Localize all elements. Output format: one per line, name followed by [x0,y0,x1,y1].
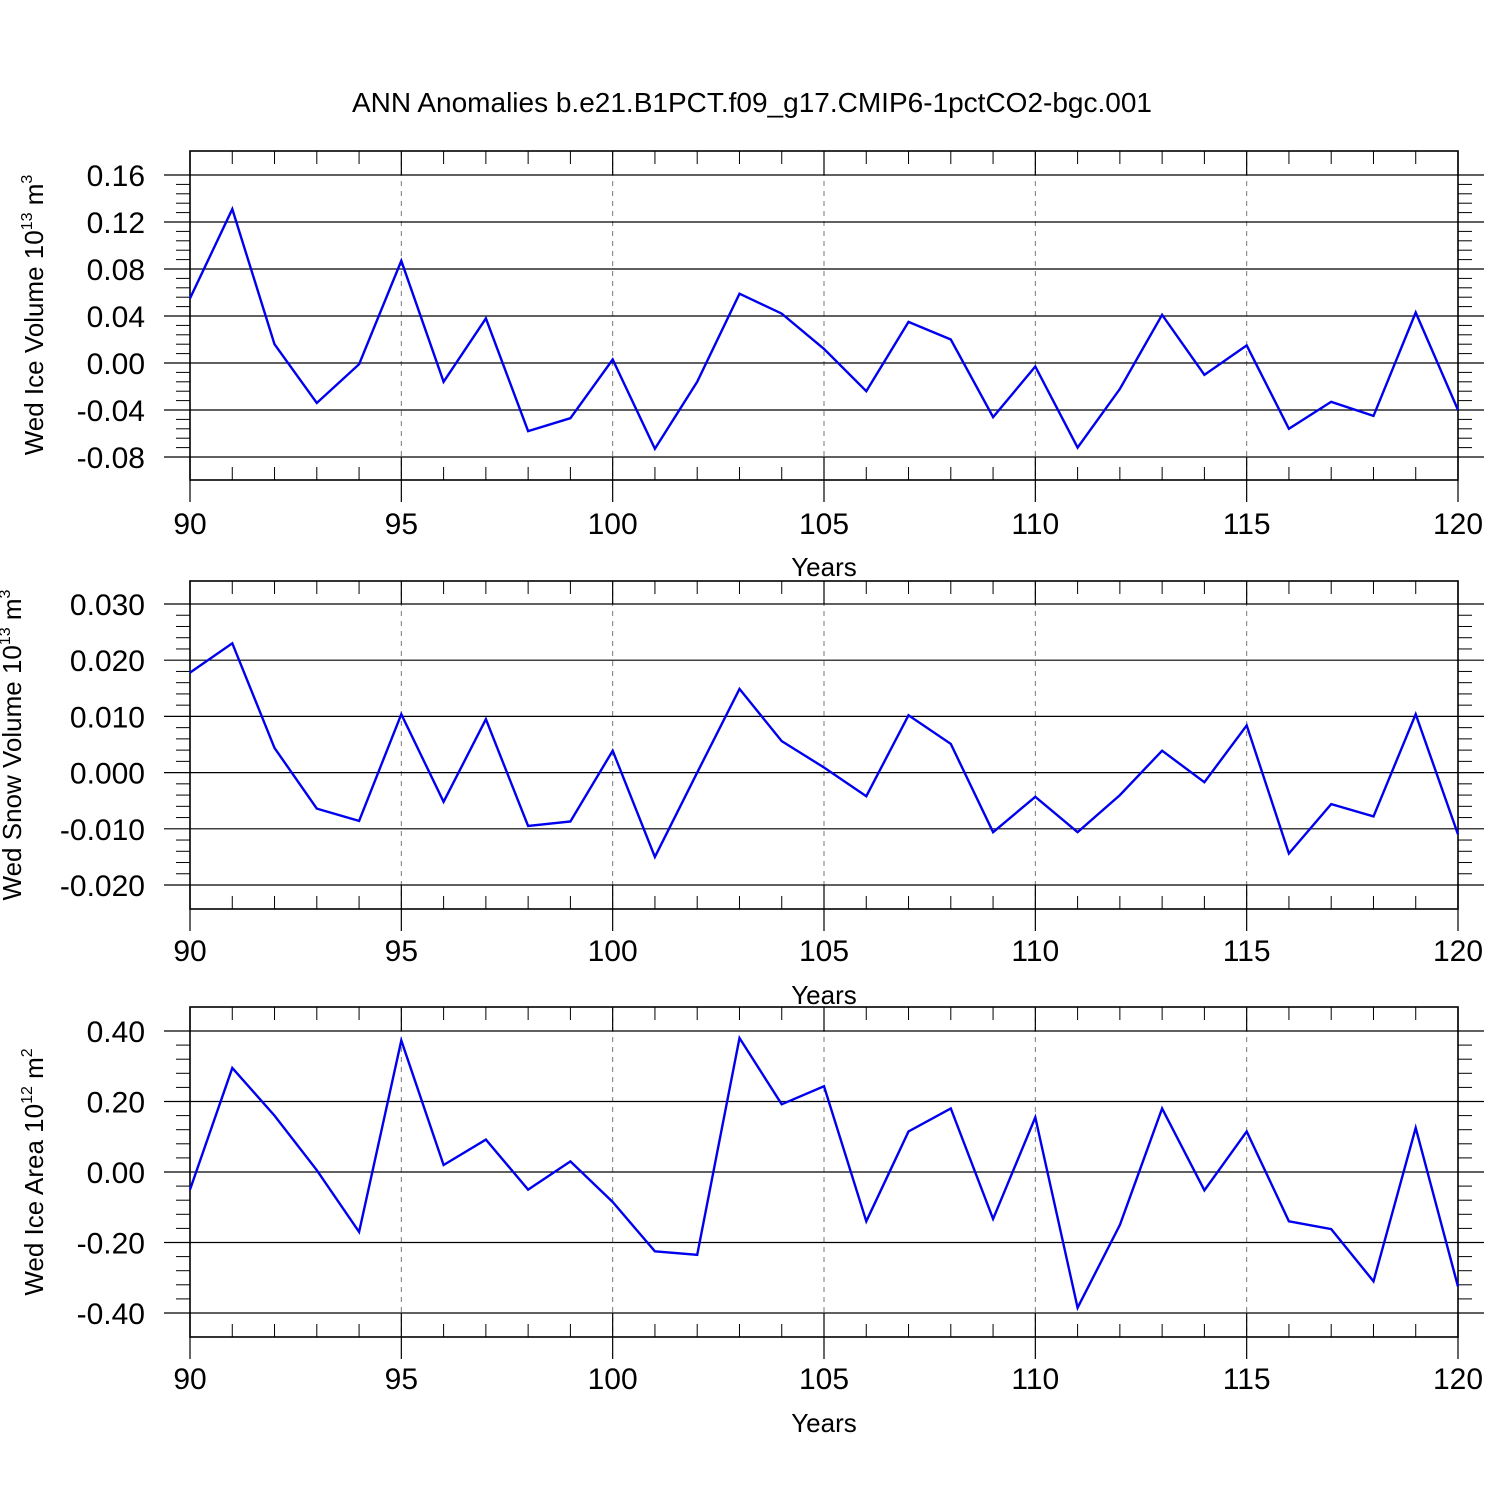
x-tick-label: 105 [799,935,849,968]
y-axis-label: Wed Ice Volume 1013 m3 [19,175,49,456]
x-axis-label: Years [791,980,857,1010]
y-tick-label: -0.010 [60,814,145,847]
x-tick-label: 115 [1223,1363,1271,1396]
y-tick-label: 0.04 [87,301,145,334]
x-tick-label: 120 [1433,1363,1483,1396]
x-tick-label: 95 [385,508,418,541]
y-tick-label: 0.030 [70,589,145,622]
y-tick-label: 0.08 [87,254,145,287]
y-tick-label: -0.08 [77,442,145,475]
y-tick-label: 0.16 [87,160,145,193]
panel-snow-volume: 0.030 0.020 0.010 0.000 -0.010 -0.020 90 95 100 1… [0,580,1484,1010]
y-tick-label: -0.020 [60,870,145,903]
x-tick-label: 90 [173,508,206,541]
y-tick-label: -0.40 [77,1298,145,1331]
x-tick-label: 95 [385,1363,418,1396]
x-tick-label: 90 [173,1363,206,1396]
x-tick-label: 120 [1433,508,1483,541]
x-tick-label: 100 [588,1363,638,1396]
x-tick-label: 115 [1223,935,1271,968]
x-tick-label: 100 [588,935,638,968]
panel-ice-volume: 0.16 0.12 0.08 0.04 0.00 -0.04 -0.08 90 95 100 105… [19,150,1484,582]
x-tick-label: 110 [1011,935,1059,968]
y-tick-label: 0.20 [87,1087,145,1120]
y-axis-label: Wed Snow Volume 1013 m3 [0,589,27,900]
x-axis-label: Years [791,552,857,582]
x-tick-label: 110 [1011,1363,1059,1396]
x-axis-label: Years [791,1408,857,1438]
y-tick-label: 0.00 [87,348,145,381]
x-tick-label: 90 [173,935,206,968]
series-line [188,205,1460,452]
x-tick-label: 105 [799,1363,849,1396]
panel-ice-area: 0.40 0.20 0.00 -0.20 -0.40 90 95 100 105 110 115 12… [19,1006,1484,1438]
x-tick-label: 120 [1433,935,1483,968]
y-tick-label: -0.20 [77,1228,145,1261]
y-tick-label: -0.04 [77,395,145,428]
y-tick-label: 0.12 [87,207,145,240]
x-tick-label: 115 [1223,508,1271,541]
y-tick-label: 0.010 [70,701,145,734]
figure-title: ANN Anomalies b.e21.B1PCT.f09_g17.CMIP6-… [352,87,1152,118]
y-tick-label: 0.020 [70,645,145,678]
y-axis-label: Wed Ice Area 1012 m2 [19,1048,49,1295]
x-tick-label: 110 [1011,508,1059,541]
series-line [188,1034,1460,1312]
x-tick-label: 105 [799,508,849,541]
y-tick-label: 0.00 [87,1157,145,1190]
x-tick-label: 100 [588,508,638,541]
y-tick-label: 0.000 [70,758,145,791]
y-tick-label: 0.40 [87,1016,145,1049]
series-line [189,641,1460,860]
x-tick-label: 95 [385,935,418,968]
